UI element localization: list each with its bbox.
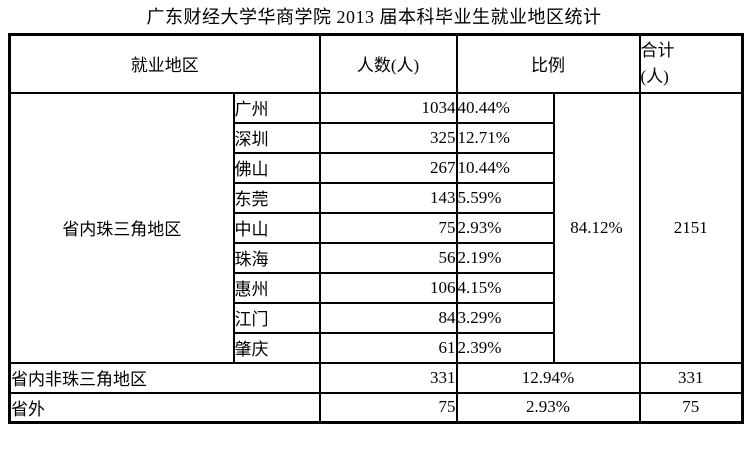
city-count: 84 <box>318 301 458 334</box>
table-row: 深圳 325 12.71% <box>10 121 743 154</box>
header-ratio: 比例 <box>455 33 641 94</box>
header-total-line1: 合计 <box>640 41 675 61</box>
header-region: 就业地区 <box>8 33 321 94</box>
table-row: 珠海 56 2.19% <box>10 241 743 274</box>
city-name: 惠州 <box>232 271 321 304</box>
table-row: 佛山 267 10.44% <box>10 151 743 184</box>
group-ratio: 84.12% <box>552 91 641 364</box>
table-row: 肇庆 61 2.39% <box>10 331 743 364</box>
city-count: 56 <box>318 241 458 274</box>
table-row: 江门 84 3.29% <box>10 301 743 334</box>
page-title: 广东财经大学华商学院 2013 届本科毕业生就业地区统计 <box>146 7 602 27</box>
city-count: 75 <box>318 211 458 244</box>
city-name: 珠海 <box>232 241 321 274</box>
city-count: 267 <box>318 151 458 184</box>
city-ratio: 2.19% <box>455 241 555 274</box>
table-row: 省内非珠三角地区 331 12.94% 331 <box>8 361 744 394</box>
city-name: 东莞 <box>232 181 321 214</box>
city-name: 中山 <box>232 211 321 244</box>
city-count: 1034 <box>318 91 458 124</box>
city-count: 325 <box>318 121 458 154</box>
employment-region-table: 就业地区 人数(人) 比例 合计 (人) 省内珠三角地区 广州 1034 40.… <box>8 33 744 424</box>
header-total-line2: (人) <box>640 66 669 86</box>
region-ratio: 2.93% <box>455 391 641 424</box>
table-row: 惠州 106 4.15% <box>10 271 743 304</box>
city-ratio: 10.44% <box>455 151 555 184</box>
city-name: 肇庆 <box>232 331 321 364</box>
region-ratio: 12.94% <box>455 361 641 394</box>
region-count: 331 <box>318 361 458 394</box>
group-total: 2151 <box>638 91 744 364</box>
table-row: 省内珠三角地区 广州 1034 40.44% 84.12% 2151 <box>8 91 744 364</box>
city-ratio: 2.39% <box>455 331 555 364</box>
city-name: 江门 <box>232 301 321 334</box>
city-name: 深圳 <box>232 121 321 154</box>
region-total: 75 <box>638 391 744 424</box>
city-ratio: 3.29% <box>455 301 555 334</box>
city-name: 佛山 <box>232 151 321 184</box>
city-ratio: 5.59% <box>455 181 555 214</box>
city-count: 61 <box>318 331 458 364</box>
city-count: 143 <box>318 181 458 214</box>
region-label-non-pearl-delta: 省内非珠三角地区 <box>8 361 321 394</box>
table-row: 省外 75 2.93% 75 <box>8 391 744 424</box>
header-total: 合计 (人) <box>638 33 744 94</box>
region-label-out-of-province: 省外 <box>8 391 321 424</box>
region-label-pearl-delta: 省内珠三角地区 <box>8 91 235 364</box>
region-count: 75 <box>318 391 458 424</box>
table-row: 中山 75 2.93% <box>10 211 743 244</box>
table-row: 东莞 143 5.59% <box>10 181 743 214</box>
city-name: 广州 <box>232 91 321 124</box>
city-count: 106 <box>318 271 458 304</box>
table-header-row: 就业地区 人数(人) 比例 合计 (人) <box>8 33 744 94</box>
header-count: 人数(人) <box>318 33 458 94</box>
region-total: 331 <box>638 361 744 394</box>
city-ratio: 4.15% <box>455 271 555 304</box>
city-ratio: 2.93% <box>455 211 555 244</box>
city-ratio: 12.71% <box>455 121 555 154</box>
city-ratio: 40.44% <box>455 91 555 124</box>
